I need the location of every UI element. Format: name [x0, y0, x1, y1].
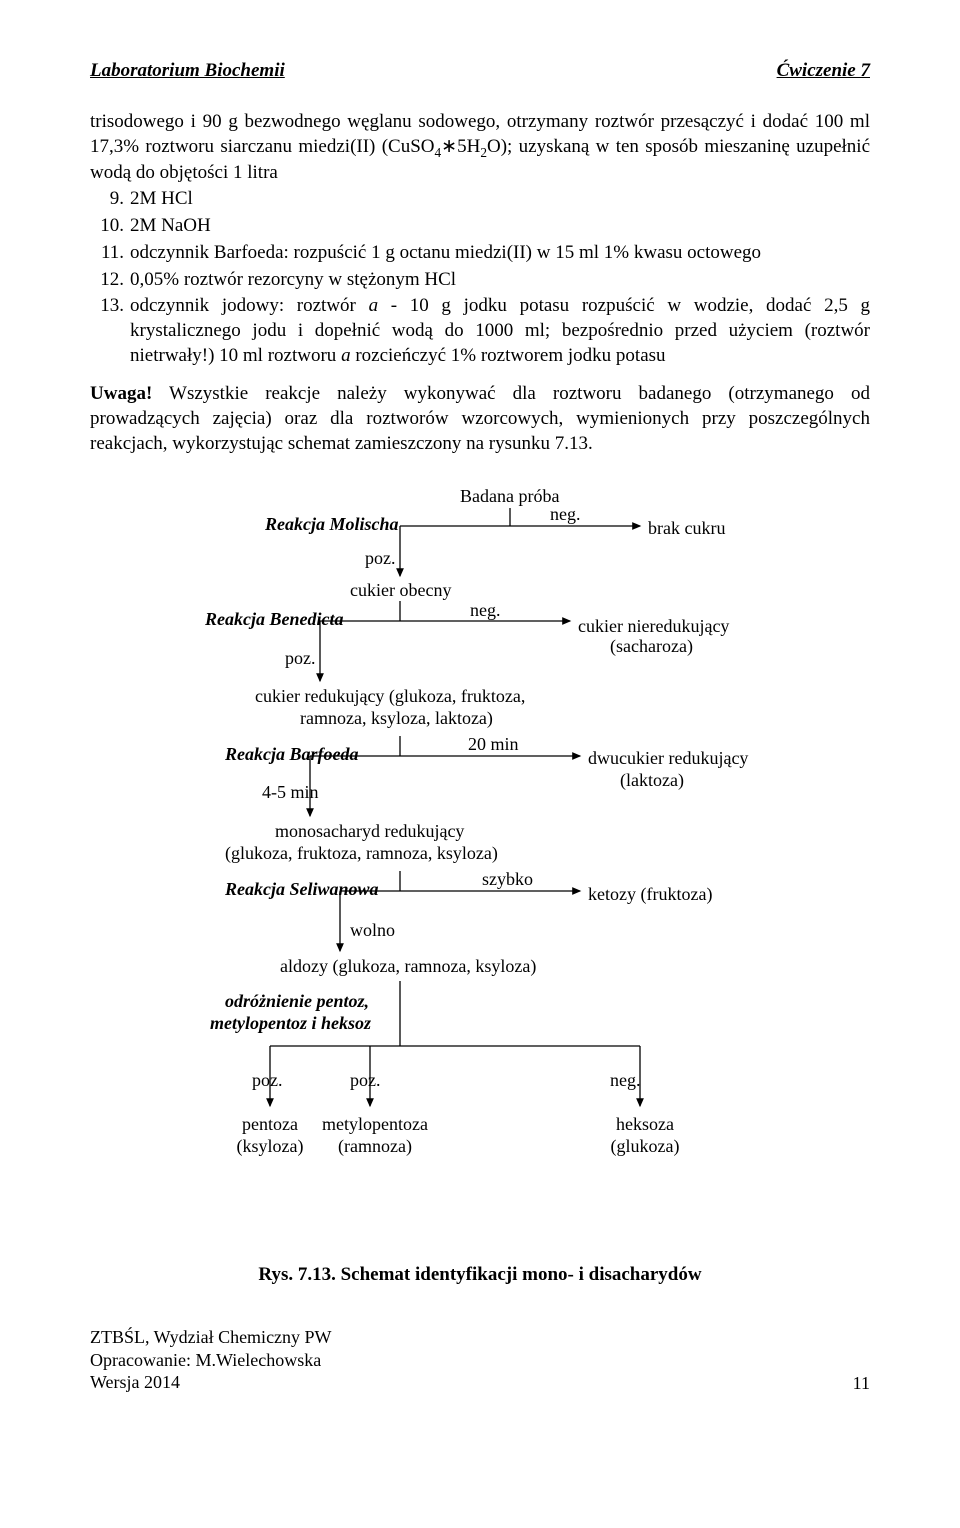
svg-text:szybko: szybko — [482, 869, 533, 889]
list-text: odczynnik Barfoeda: rozpuścić 1 g octanu… — [130, 241, 870, 266]
flowchart: neg. poz. neg. poz. 20 min — [210, 486, 750, 1246]
node-r3-l1: heksoza — [605, 1114, 685, 1135]
list-text: odczynnik jodowy: roztwór a - 10 g jodku… — [130, 294, 870, 368]
node-r1-l2: (ksyloza) — [230, 1136, 310, 1157]
uwaga-label: Uwaga! — [90, 383, 152, 404]
svg-text:poz.: poz. — [365, 548, 396, 568]
list-item: 11.odczynnik Barfoeda: rozpuścić 1 g oct… — [90, 241, 870, 266]
node-benedict-pos-l1: cukier redukujący (glukoza, fruktoza, — [255, 686, 525, 707]
footer-l3: Wersja 2014 — [90, 1371, 332, 1394]
list-number: 13. — [90, 294, 130, 368]
node-r2-l2: (ramnoza) — [330, 1136, 420, 1157]
node-start: Badana próba — [460, 486, 559, 507]
node-seliwanow-pos: aldozy (glukoza, ramnoza, ksyloza) — [280, 956, 536, 977]
node-diff-l1: odróżnienie pentoz, — [225, 991, 369, 1012]
flowchart-figure: neg. poz. neg. poz. 20 min — [210, 486, 750, 1286]
node-molisch: Reakcja Molischa — [265, 514, 399, 535]
node-benedict: Reakcja Benedicta — [205, 609, 343, 630]
list-item: 12.0,05% roztwór rezorcyny w stężonym HC… — [90, 268, 870, 293]
uwaga-paragraph: Uwaga! Wszystkie reakcje należy wykonywa… — [90, 382, 870, 456]
node-benedict-neg-l1: cukier nieredukujący — [578, 616, 729, 637]
svg-text:poz.: poz. — [252, 1070, 283, 1090]
header-left: Laboratorium Biochemii — [90, 60, 285, 82]
node-r1-l1: pentoza — [235, 1114, 305, 1135]
node-benedict-pos-l2: ramnoza, ksyloza, laktoza) — [300, 708, 493, 729]
node-barfoed-neg-l2: (laktoza) — [620, 770, 684, 791]
ordered-list: 9.2M HCl 10.2M NaOH 11.odczynnik Barfoed… — [90, 187, 870, 368]
node-diff-l2: metylopentoz i heksoz — [210, 1013, 371, 1034]
svg-text:neg.: neg. — [470, 600, 501, 620]
figure-caption: Rys. 7.13. Schemat identyfikacji mono- i… — [210, 1264, 750, 1286]
footer-l1: ZTBŚL, Wydział Chemiczny PW — [90, 1326, 332, 1349]
node-seliwanow-neg: ketozy (fruktoza) — [588, 884, 712, 905]
svg-text:neg.: neg. — [550, 504, 581, 524]
list-text: 0,05% roztwór rezorcyny w stężonym HCl — [130, 268, 870, 293]
node-molisch-neg-result: brak cukru — [648, 518, 725, 539]
footer-page-number: 11 — [853, 1373, 870, 1394]
list-number: 10. — [90, 214, 130, 239]
node-barfoed: Reakcja Barfoeda — [225, 744, 358, 765]
header-right: Ćwiczenie 7 — [777, 60, 870, 82]
svg-text:poz.: poz. — [285, 648, 316, 668]
node-barfoed-neg-l1: dwucukier redukujący — [588, 748, 748, 769]
node-barfoed-pos-l1: monosacharyd redukujący — [275, 821, 464, 842]
node-benedict-neg-l2: (sacharoza) — [610, 636, 693, 657]
list-text: 2M HCl — [130, 187, 870, 212]
intro-text: trisodowego i 90 g bezwodnego węglanu so… — [90, 111, 870, 183]
uwaga-text: Wszystkie reakcje należy wykonywać dla r… — [90, 383, 870, 453]
page-footer: ZTBŚL, Wydział Chemiczny PW Opracowanie:… — [90, 1326, 870, 1394]
svg-text:20 min: 20 min — [468, 734, 519, 754]
svg-text:wolno: wolno — [350, 920, 395, 940]
list-item: 9.2M HCl — [90, 187, 870, 212]
list-number: 11. — [90, 241, 130, 266]
node-barfoed-pos-l2: (glukoza, fruktoza, ramnoza, ksyloza) — [225, 843, 498, 864]
page: Laboratorium Biochemii Ćwiczenie 7 triso… — [0, 0, 960, 1434]
item-13-text: odczynnik jodowy: roztwór a - 10 g jodku… — [130, 295, 870, 365]
node-seliwanow: Reakcja Seliwanowa — [225, 879, 379, 900]
list-item: 13.odczynnik jodowy: roztwór a - 10 g jo… — [90, 294, 870, 368]
body-text: trisodowego i 90 g bezwodnego węglanu so… — [90, 110, 870, 368]
node-r3-l2: (glukoza) — [600, 1136, 690, 1157]
list-text: 2M NaOH — [130, 214, 870, 239]
list-number: 12. — [90, 268, 130, 293]
page-header: Laboratorium Biochemii Ćwiczenie 7 — [90, 60, 870, 82]
node-r2-l1: metylopentoza — [315, 1114, 435, 1135]
list-number: 9. — [90, 187, 130, 212]
footer-left: ZTBŚL, Wydział Chemiczny PW Opracowanie:… — [90, 1326, 332, 1394]
svg-text:4-5 min: 4-5 min — [262, 782, 319, 802]
svg-text:neg.: neg. — [610, 1070, 641, 1090]
node-molisch-pos-result: cukier obecny — [350, 580, 451, 601]
svg-text:poz.: poz. — [350, 1070, 381, 1090]
list-item: 10.2M NaOH — [90, 214, 870, 239]
footer-l2: Opracowanie: M.Wielechowska — [90, 1349, 332, 1372]
